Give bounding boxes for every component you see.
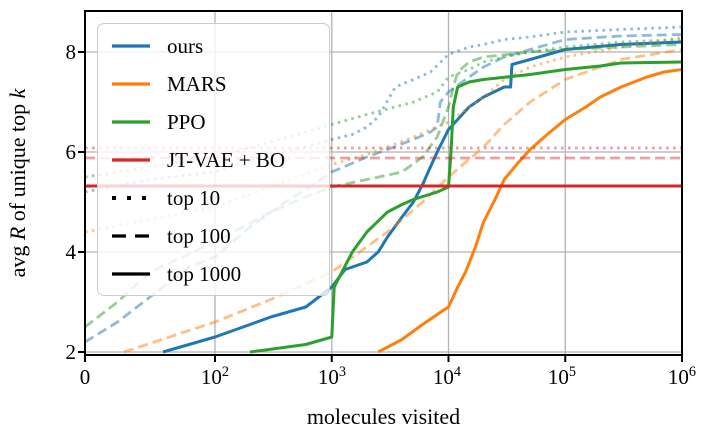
legend-label: top 1000 <box>167 261 242 286</box>
legend-label: PPO <box>167 109 206 134</box>
x-axis-label: molecules visited <box>306 404 461 429</box>
x-tick-label-1e4: 104 <box>432 364 462 389</box>
legend-item-ppo: PPO <box>110 103 329 141</box>
legend-item-jtvae-bo: JT-VAE + BO <box>110 141 329 179</box>
legend-label: top 10 <box>167 185 221 210</box>
x-tick-label-1e2: 102 <box>200 364 230 389</box>
legend-swatch-top-1000 <box>112 272 150 276</box>
legend-label: MARS <box>167 71 227 96</box>
axes-frame <box>78 10 683 362</box>
legend-swatch-mars <box>112 82 150 86</box>
legend-swatch-top-100 <box>112 234 150 238</box>
x-tick-label-1e6: 106 <box>667 364 697 389</box>
y-tick-label-8: 8 <box>65 40 77 64</box>
legend-label: ours <box>167 33 204 58</box>
curve-mars-top-100 <box>123 48 682 354</box>
legend-item-top-1000: top 1000 <box>110 255 329 293</box>
x-tick-label-1e3: 103 <box>317 364 347 389</box>
y-tick-label-6: 6 <box>65 140 77 164</box>
legend-item-top-100: top 100 <box>110 217 329 255</box>
y-tick-label-4: 4 <box>65 240 77 264</box>
legend-swatch-ours <box>112 44 150 48</box>
x-tick-label-1e5: 105 <box>547 364 577 389</box>
legend-label: JT-VAE + BO <box>167 147 286 172</box>
x-tick-label-0: 0 <box>79 365 91 389</box>
legend-swatch-jtvae-bo <box>112 158 150 162</box>
legend-swatch-top-10 <box>112 196 150 200</box>
legend-swatch-ppo <box>112 120 150 124</box>
legend-item-mars: MARS <box>110 65 329 103</box>
curve-mars-top-10 <box>85 35 682 234</box>
curve-mars-top-1000 <box>377 68 682 354</box>
y-axis-label: avg R of unique top k <box>5 88 30 278</box>
legend-item-ours: ours <box>110 27 329 65</box>
y-tick-label-2: 2 <box>65 340 77 364</box>
plot-border <box>84 10 683 356</box>
legend-item-top-10: top 10 <box>110 179 329 217</box>
legend-label: top 100 <box>167 223 231 248</box>
legend: ours MARS PPO JT-VAE + BO top 10 top 100… <box>97 23 330 296</box>
